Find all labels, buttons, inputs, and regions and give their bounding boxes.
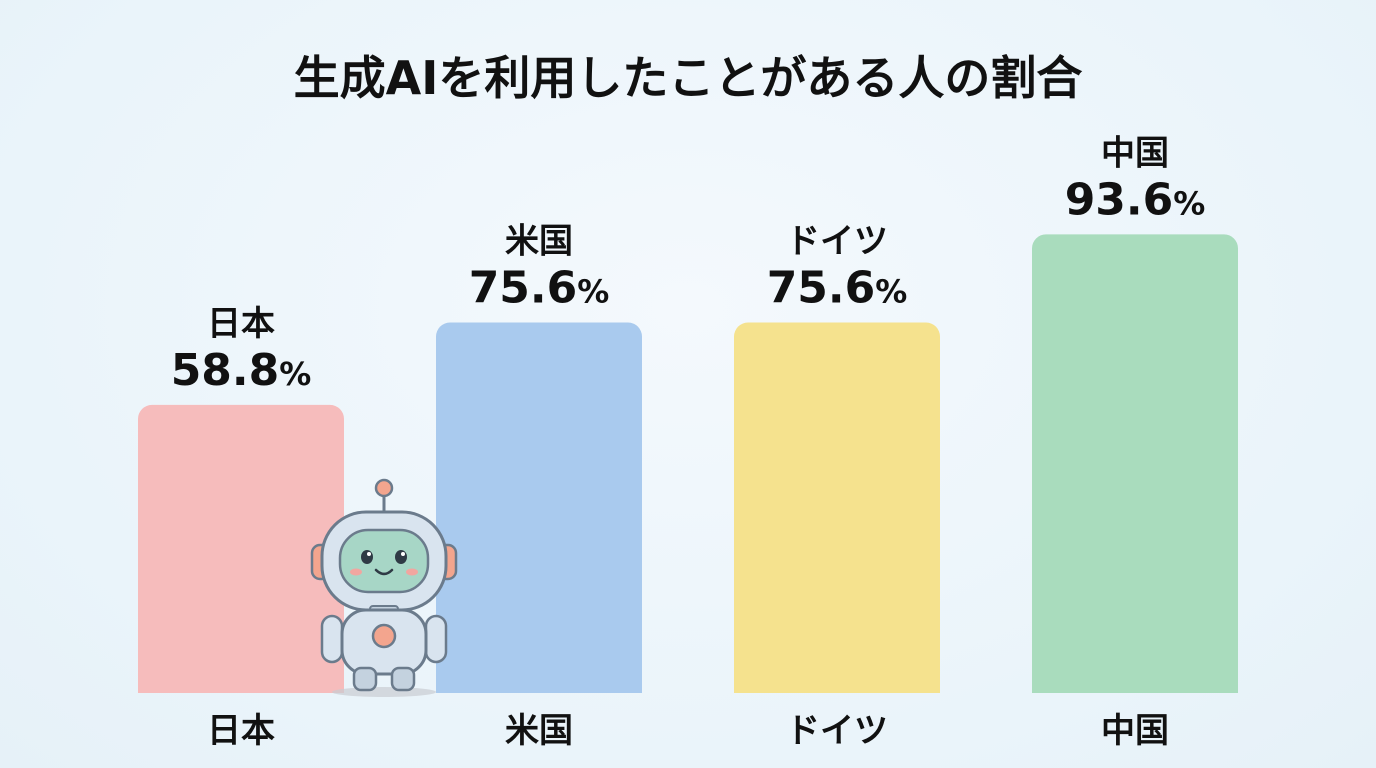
chart-title: 生成AIを利用したことがある人の割合 xyxy=(294,51,1083,105)
bar-3 xyxy=(734,322,940,693)
bar-1 xyxy=(138,404,344,693)
bar-value-label: 75.6% xyxy=(469,263,610,314)
x-tick-label: 中国 xyxy=(1101,711,1169,751)
bar-base-1 xyxy=(138,679,344,693)
bar-4 xyxy=(1032,234,1238,694)
robot-mascot-icon xyxy=(310,478,458,697)
bar-top-category-label: 中国 xyxy=(1101,133,1169,173)
bar-base-2 xyxy=(436,679,642,693)
bar-base-3 xyxy=(734,679,940,693)
bar-top-category-label: ドイツ xyxy=(786,222,888,262)
bar-value-label: 75.6% xyxy=(767,263,908,314)
bar-value-label: 93.6% xyxy=(1065,174,1206,225)
x-tick-label: 米国 xyxy=(505,711,573,751)
bar-value-label: 58.8% xyxy=(171,345,312,396)
x-tick-label: ドイツ xyxy=(786,711,888,751)
bar-2 xyxy=(436,322,642,693)
bar-base-4 xyxy=(1032,679,1238,693)
bar-top-category-label: 日本 xyxy=(207,304,275,344)
x-tick-label: 日本 xyxy=(207,711,275,751)
bar-top-category-label: 米国 xyxy=(505,222,573,262)
